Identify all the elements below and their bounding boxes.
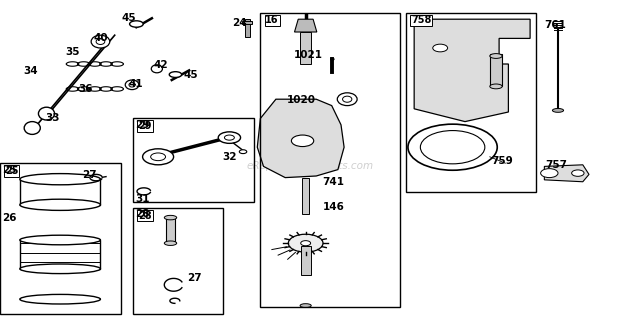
Bar (133, 118, 254, 202)
Text: 33: 33 (45, 113, 60, 123)
Bar (490, 54, 502, 86)
Text: 757: 757 (546, 160, 567, 170)
Text: 146: 146 (322, 202, 344, 212)
Polygon shape (294, 19, 317, 32)
Text: 36: 36 (78, 84, 92, 94)
Circle shape (301, 241, 311, 246)
Text: 24: 24 (232, 18, 247, 28)
Ellipse shape (330, 58, 334, 60)
Polygon shape (544, 165, 589, 182)
Text: 761: 761 (544, 20, 566, 30)
Ellipse shape (125, 80, 139, 90)
Text: 28: 28 (135, 209, 149, 219)
Bar (302, 178, 309, 214)
Text: 29: 29 (135, 120, 149, 131)
Bar (245, 19, 250, 37)
Text: 32: 32 (222, 152, 236, 162)
Ellipse shape (20, 173, 100, 185)
Circle shape (143, 149, 174, 165)
Bar (133, 208, 223, 314)
Ellipse shape (164, 241, 177, 245)
Ellipse shape (164, 215, 177, 220)
Text: 25: 25 (2, 164, 17, 175)
Ellipse shape (20, 294, 100, 304)
Text: 1021: 1021 (294, 50, 323, 60)
Ellipse shape (300, 304, 311, 308)
Bar (300, 32, 311, 64)
Text: 28: 28 (138, 211, 152, 220)
Text: 27: 27 (187, 273, 202, 284)
Ellipse shape (130, 21, 143, 27)
Text: 758: 758 (411, 15, 432, 25)
Text: eReplacementParts.com: eReplacementParts.com (246, 161, 374, 172)
Bar (20, 240, 100, 269)
Text: 25: 25 (5, 166, 19, 176)
Text: 31: 31 (135, 194, 149, 204)
Bar (20, 179, 100, 205)
Ellipse shape (96, 39, 105, 44)
Text: 16: 16 (265, 15, 279, 25)
Ellipse shape (91, 35, 110, 48)
Text: 27: 27 (82, 170, 97, 180)
Polygon shape (414, 19, 530, 122)
Circle shape (291, 135, 314, 147)
Ellipse shape (490, 84, 502, 89)
Bar (166, 218, 175, 243)
Circle shape (224, 135, 234, 140)
Text: 45: 45 (184, 70, 198, 80)
Ellipse shape (38, 107, 55, 120)
Ellipse shape (552, 108, 564, 112)
Ellipse shape (337, 93, 357, 106)
Bar (301, 246, 311, 275)
Text: 29: 29 (138, 121, 152, 131)
Ellipse shape (20, 199, 100, 211)
Bar (260, 13, 400, 307)
Polygon shape (257, 99, 344, 178)
Text: 41: 41 (129, 79, 144, 89)
Circle shape (288, 234, 323, 252)
Bar (0, 163, 121, 314)
Circle shape (420, 131, 485, 164)
Text: 40: 40 (93, 33, 108, 43)
Ellipse shape (169, 72, 182, 77)
Circle shape (572, 170, 584, 176)
Bar (242, 21, 252, 24)
Circle shape (151, 153, 166, 161)
Ellipse shape (490, 53, 502, 58)
Ellipse shape (343, 96, 352, 102)
Text: 42: 42 (154, 60, 169, 70)
Circle shape (239, 150, 247, 154)
Ellipse shape (151, 65, 162, 73)
Text: 26: 26 (2, 213, 17, 223)
Ellipse shape (24, 122, 40, 134)
Circle shape (433, 44, 448, 52)
Text: 759: 759 (492, 156, 513, 166)
Ellipse shape (20, 235, 100, 245)
Circle shape (218, 132, 241, 143)
Text: 45: 45 (122, 12, 136, 23)
Ellipse shape (20, 264, 100, 274)
Circle shape (408, 124, 497, 170)
Text: 741: 741 (322, 177, 344, 187)
Text: 34: 34 (24, 66, 38, 76)
Text: 1020: 1020 (286, 95, 316, 105)
Circle shape (541, 169, 558, 178)
Bar (406, 13, 536, 192)
Text: 35: 35 (66, 47, 80, 57)
Ellipse shape (129, 83, 135, 87)
